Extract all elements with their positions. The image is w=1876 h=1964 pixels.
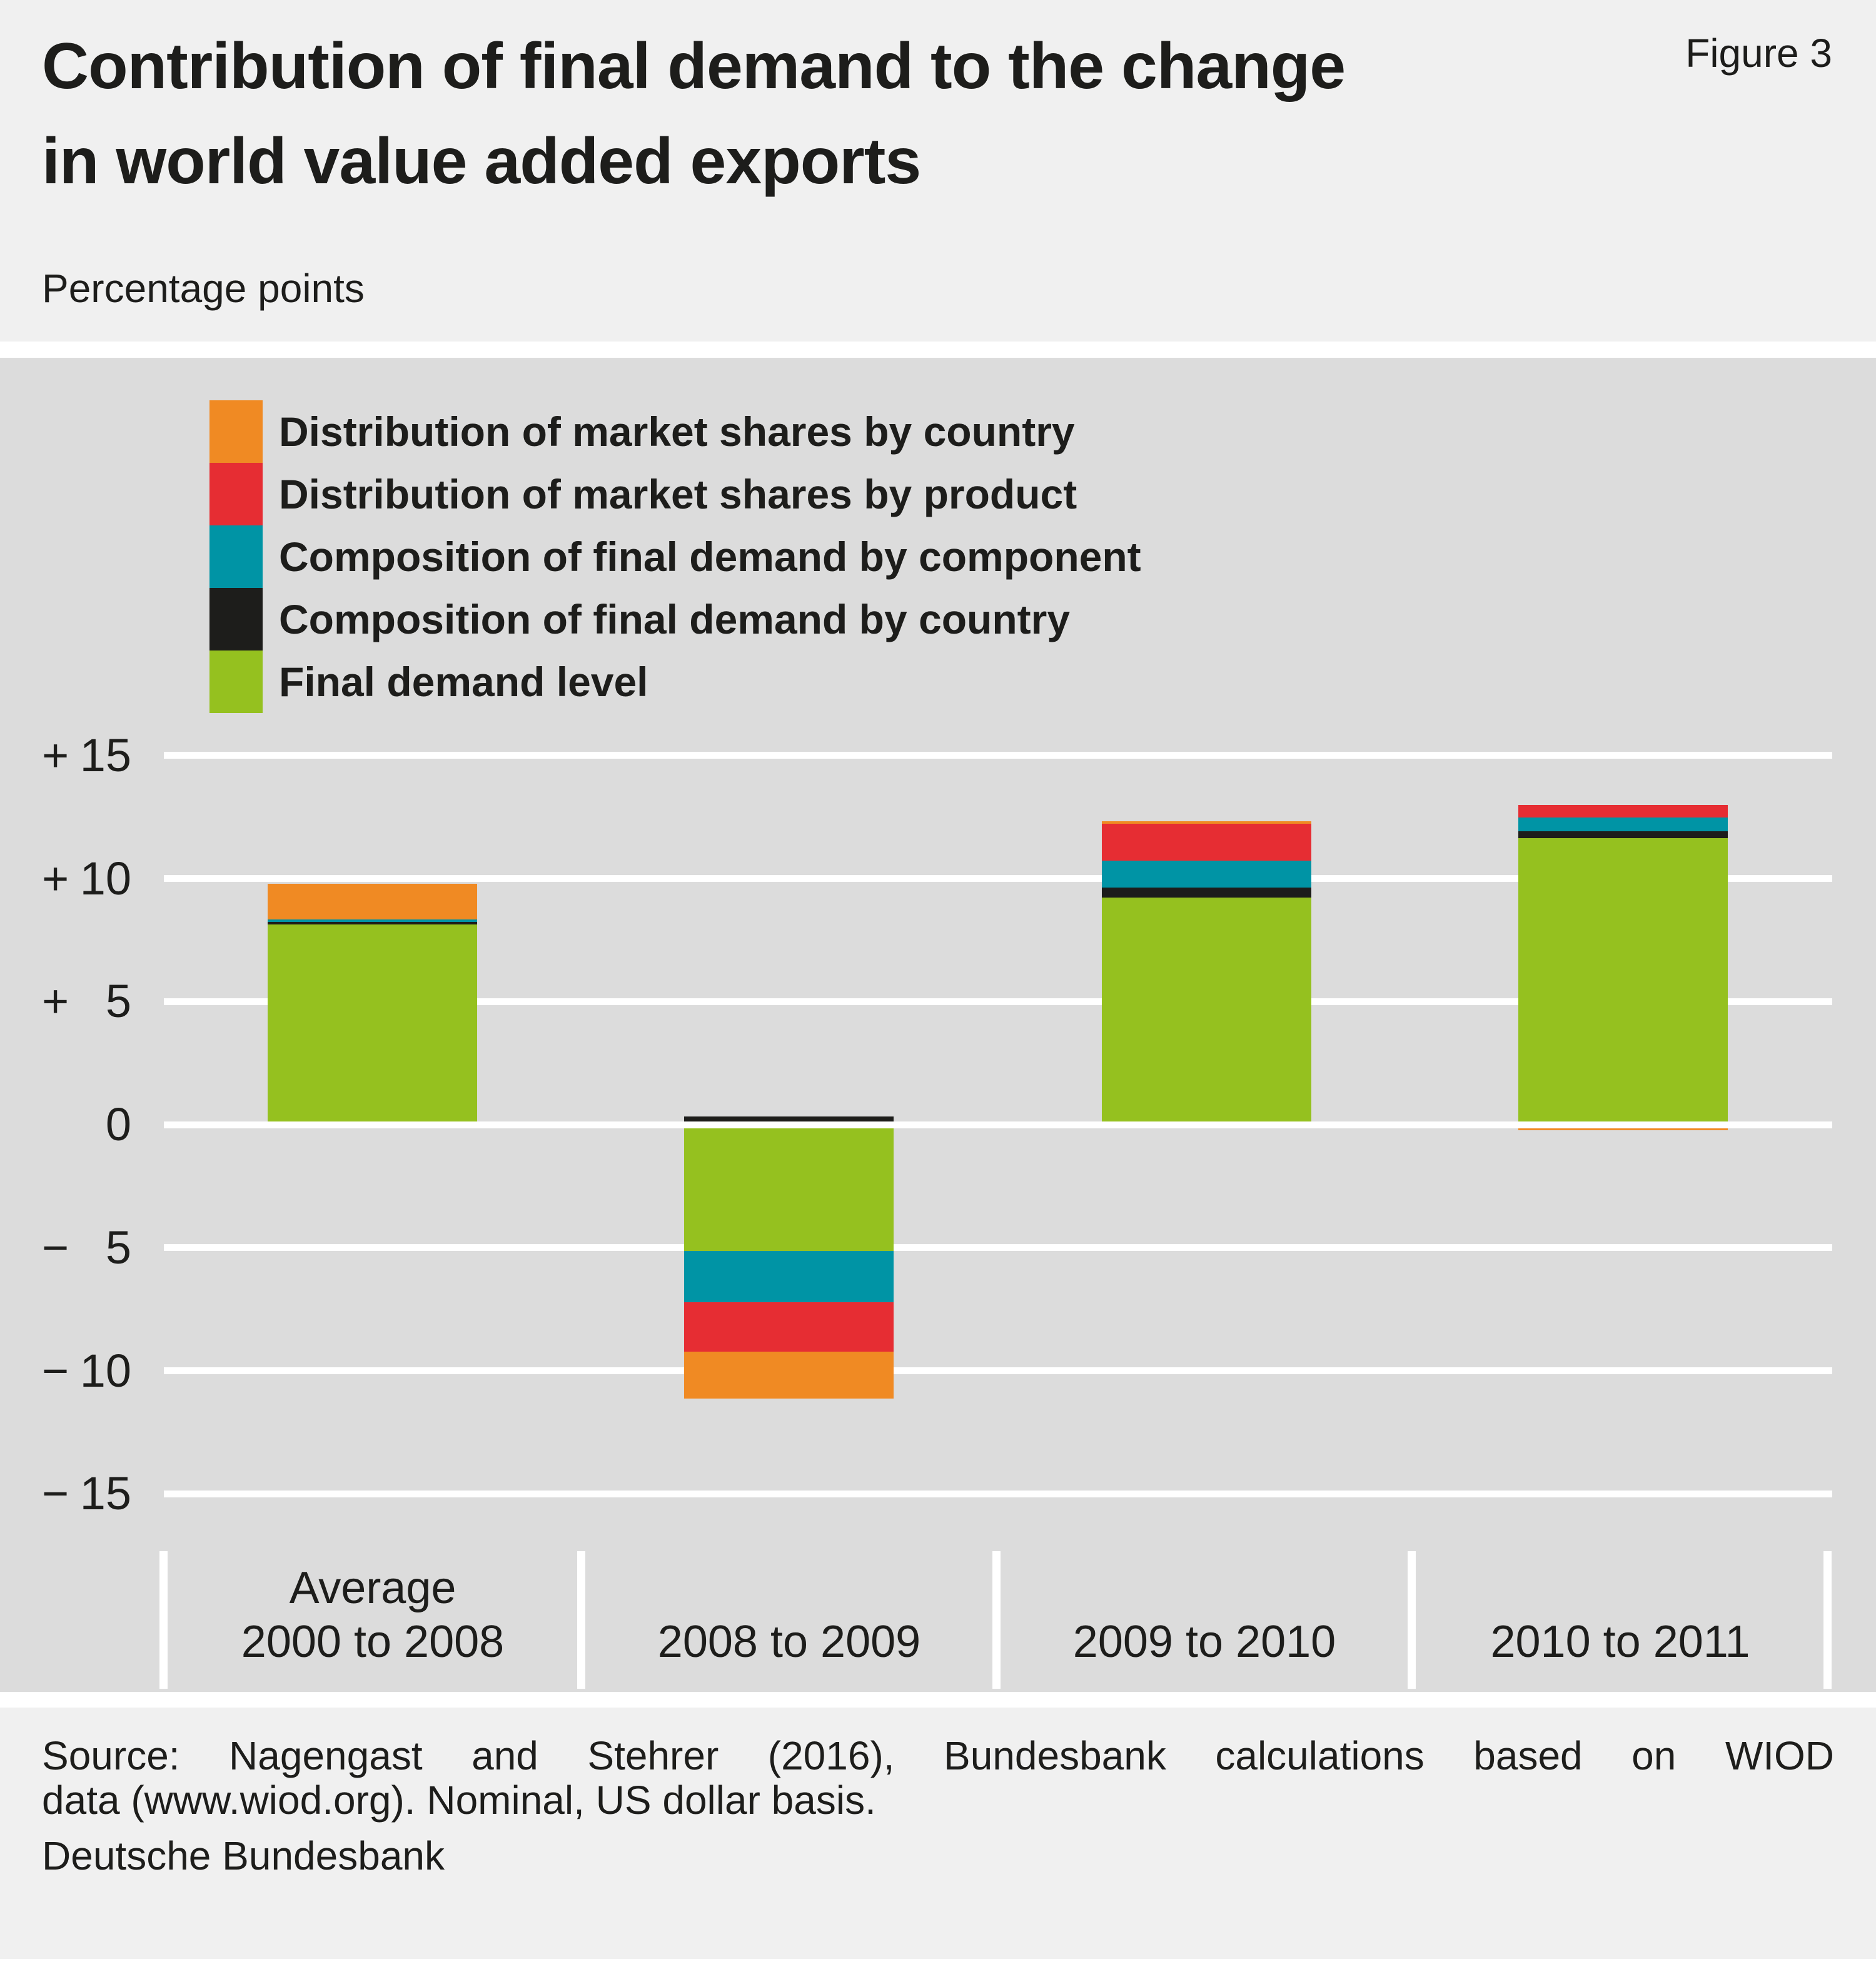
y-tick-sign: − [42,1221,69,1273]
chart-legend: Distribution of market shares by country… [209,400,1141,713]
legend-swatch-icon [209,400,263,463]
y-axis-tick-label: +5 [42,978,131,1025]
bar-segment-composition-of-final-demand-by-country [684,1116,894,1121]
legend-item-final-demand-level: Final demand level [209,650,1141,713]
x-axis-label-line: 2010 to 2011 [1490,1617,1750,1667]
legend-label: Composition of final demand by country [279,596,1071,642]
source-line-1: Source: Nagengast and Stehrer (2016), Bu… [42,1733,1834,1778]
y-axis-tick-label: −5 [42,1221,131,1273]
chart-header: Contribution of final demand to the chan… [0,0,1876,342]
x-axis-label-line: 2009 to 2010 [1072,1617,1336,1667]
header-divider [0,342,1876,358]
x-axis-label-line: 2000 to 2008 [241,1617,505,1667]
y-tick-sign: − [42,1344,69,1397]
bar-segment-composition-of-final-demand-by-component [268,919,477,923]
y-tick-number: 15 [79,729,131,781]
source-line-2: data (www.wiod.org). Nominal, US dollar … [42,1778,876,1823]
bar-segment-composition-of-final-demand-by-component [1518,817,1728,831]
y-tick-number: 5 [105,975,131,1028]
gridline-0 [164,1121,1832,1128]
y-tick-sign: + [42,729,69,781]
source-note: Source: Nagengast and Stehrer (2016), Bu… [42,1734,1834,1823]
bar-segment-distribution-of-market-shares-by-country [1102,821,1311,824]
x-axis-label-line: Average [289,1563,456,1613]
bar-segment-distribution-of-market-shares-by-country [684,1352,894,1399]
gridline-10 [164,875,1832,882]
bar-segment-composition-of-final-demand-by-country [1102,888,1311,898]
x-axis-category-label: 2009 to 2010 [998,1615,1411,1669]
bar-segment-distribution-of-market-shares-by-product [684,1302,894,1352]
y-tick-number: 15 [79,1467,131,1520]
x-axis-tick-separator [577,1551,585,1689]
y-tick-number: 5 [105,1221,131,1273]
y-axis-tick-label: +15 [42,732,131,779]
x-axis-tick-separator [159,1551,168,1689]
bar-segment-composition-of-final-demand-by-component [684,1250,894,1303]
bar-segment-final-demand-level [268,924,477,1121]
y-tick-sign: + [42,975,69,1028]
gridline-5 [164,998,1832,1005]
legend-label: Distribution of market shares by country [279,408,1075,455]
y-tick-number: 10 [79,1344,131,1397]
figure-number-label: Figure 3 [1685,31,1832,76]
gridline--15 [164,1490,1832,1497]
footer-divider [0,1692,1876,1708]
y-axis-tick-label: −10 [42,1344,131,1397]
x-axis-tick-separator [1823,1551,1832,1689]
y-axis-tick-label: +10 [42,852,131,904]
bar-segment-composition-of-final-demand-by-country [1518,831,1728,839]
bar-segment-distribution-of-market-shares-by-product [1518,805,1728,818]
y-axis-tick-label: −15 [42,1470,131,1517]
x-axis-category-label: 2008 to 2009 [583,1615,996,1669]
legend-swatch-icon [209,588,263,650]
x-axis-category-label: Average 2000 to 2008 [166,1561,579,1669]
chart-footer: Source: Nagengast and Stehrer (2016), Bu… [0,1708,1876,1964]
title-line-1: Contribution of final demand to the chan… [42,30,1346,103]
bar-segment-final-demand-level [1102,897,1311,1121]
chart-plot-area: Distribution of market shares by country… [0,358,1876,1692]
legend-swatch-icon [209,463,263,525]
legend-label: Final demand level [279,659,648,705]
bar-segment-distribution-of-market-shares-by-product [1102,823,1311,861]
bar-segment-final-demand-level [684,1128,894,1251]
legend-item-composition-of-final-demand-by-country: Composition of final demand by country [209,588,1141,650]
axis-unit-label: Percentage points [42,266,365,311]
legend-label: Distribution of market shares by product [279,471,1077,517]
x-axis-tick-separator [992,1551,1001,1689]
legend-item-distribution-of-market-shares-by-product: Distribution of market shares by product [209,463,1141,525]
y-tick-sign: + [42,852,69,904]
bar-segment-distribution-of-market-shares-by-country [1518,1128,1728,1130]
bar-segment-composition-of-final-demand-by-country [268,922,477,925]
x-axis-category-label: 2010 to 2011 [1414,1615,1827,1669]
bottom-edge-strip [0,1959,1876,1964]
gridline--5 [164,1244,1832,1252]
bar-segment-final-demand-level [1518,838,1728,1121]
gridline-15 [164,752,1832,759]
title-line-2: in world value added exports [42,125,921,198]
page-title: Contribution of final demand to the chan… [42,19,1346,209]
gridline--10 [164,1367,1832,1374]
legend-label: Composition of final demand by component [279,534,1141,580]
x-axis-tick-separator [1408,1551,1416,1689]
y-tick-sign: − [42,1467,69,1520]
legend-item-composition-of-final-demand-by-component: Composition of final demand by component [209,525,1141,588]
y-axis-tick-label: 0 [42,1101,131,1148]
publisher-label: Deutsche Bundesbank [42,1833,445,1878]
legend-item-distribution-of-market-shares-by-country: Distribution of market shares by country [209,400,1141,463]
bar-segment-composition-of-final-demand-by-component [1102,860,1311,888]
legend-swatch-icon [209,525,263,588]
legend-swatch-icon [209,650,263,713]
y-tick-number: 10 [79,852,131,904]
x-axis-label-line: 2008 to 2009 [657,1617,921,1667]
y-tick-number: 0 [105,1098,131,1150]
bar-segment-distribution-of-market-shares-by-country [268,884,477,920]
